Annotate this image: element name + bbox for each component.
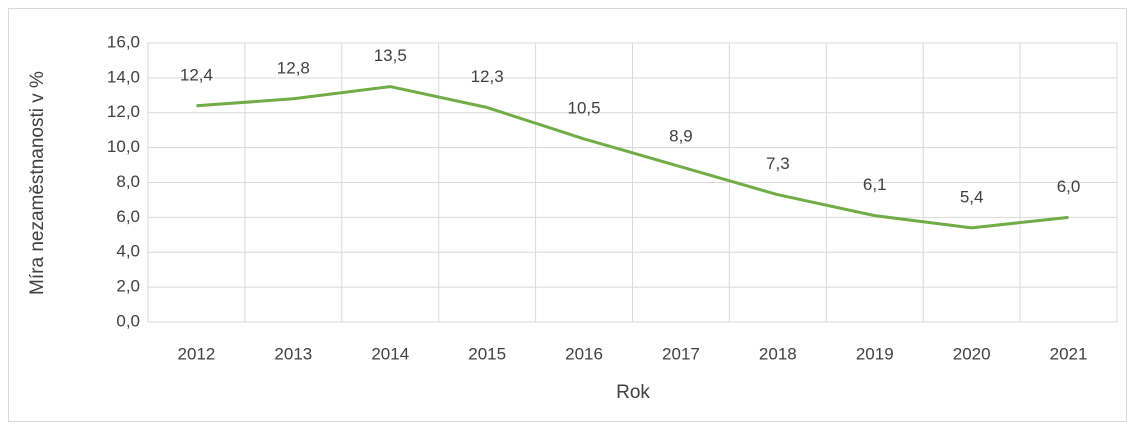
y-tick-label: 2,0 — [116, 277, 140, 296]
y-tick-label: 6,0 — [116, 207, 140, 226]
x-axis-title: Rok — [616, 382, 650, 403]
x-tick-label: 2020 — [953, 344, 991, 363]
chart-border — [8, 8, 1127, 422]
data-label: 8,9 — [669, 126, 693, 145]
data-label: 6,0 — [1057, 177, 1081, 196]
data-label: 6,1 — [863, 175, 887, 194]
data-label: 5,4 — [960, 187, 984, 206]
x-tick-label: 2013 — [274, 344, 312, 363]
y-tick-label: 8,0 — [116, 172, 140, 191]
y-tick-label: 4,0 — [116, 242, 140, 261]
x-tick-label: 2019 — [856, 344, 894, 363]
y-tick-label: 14,0 — [107, 67, 140, 86]
data-line — [196, 85, 1069, 230]
data-label: 12,3 — [471, 67, 504, 86]
y-tick-label: 0,0 — [116, 311, 140, 330]
x-tick-label: 2016 — [565, 344, 603, 363]
x-tick-label: 2017 — [662, 344, 700, 363]
x-tick-label: 2021 — [1050, 344, 1088, 363]
x-tick-label: 2015 — [468, 344, 506, 363]
data-label: 7,3 — [766, 154, 790, 173]
data-label: 12,8 — [277, 58, 310, 77]
y-axis-title: Míra nezaměstnanosti v % — [27, 71, 48, 295]
data-label: 10,5 — [568, 98, 601, 117]
x-tick-label: 2014 — [371, 344, 409, 363]
x-tick-label: 2018 — [759, 344, 797, 363]
y-tick-label: 16,0 — [107, 32, 140, 51]
x-tick-label: 2012 — [178, 344, 216, 363]
y-tick-label: 10,0 — [107, 137, 140, 156]
y-tick-label: 12,0 — [107, 102, 140, 121]
data-label: 13,5 — [374, 46, 407, 65]
data-label: 12,4 — [180, 65, 213, 84]
